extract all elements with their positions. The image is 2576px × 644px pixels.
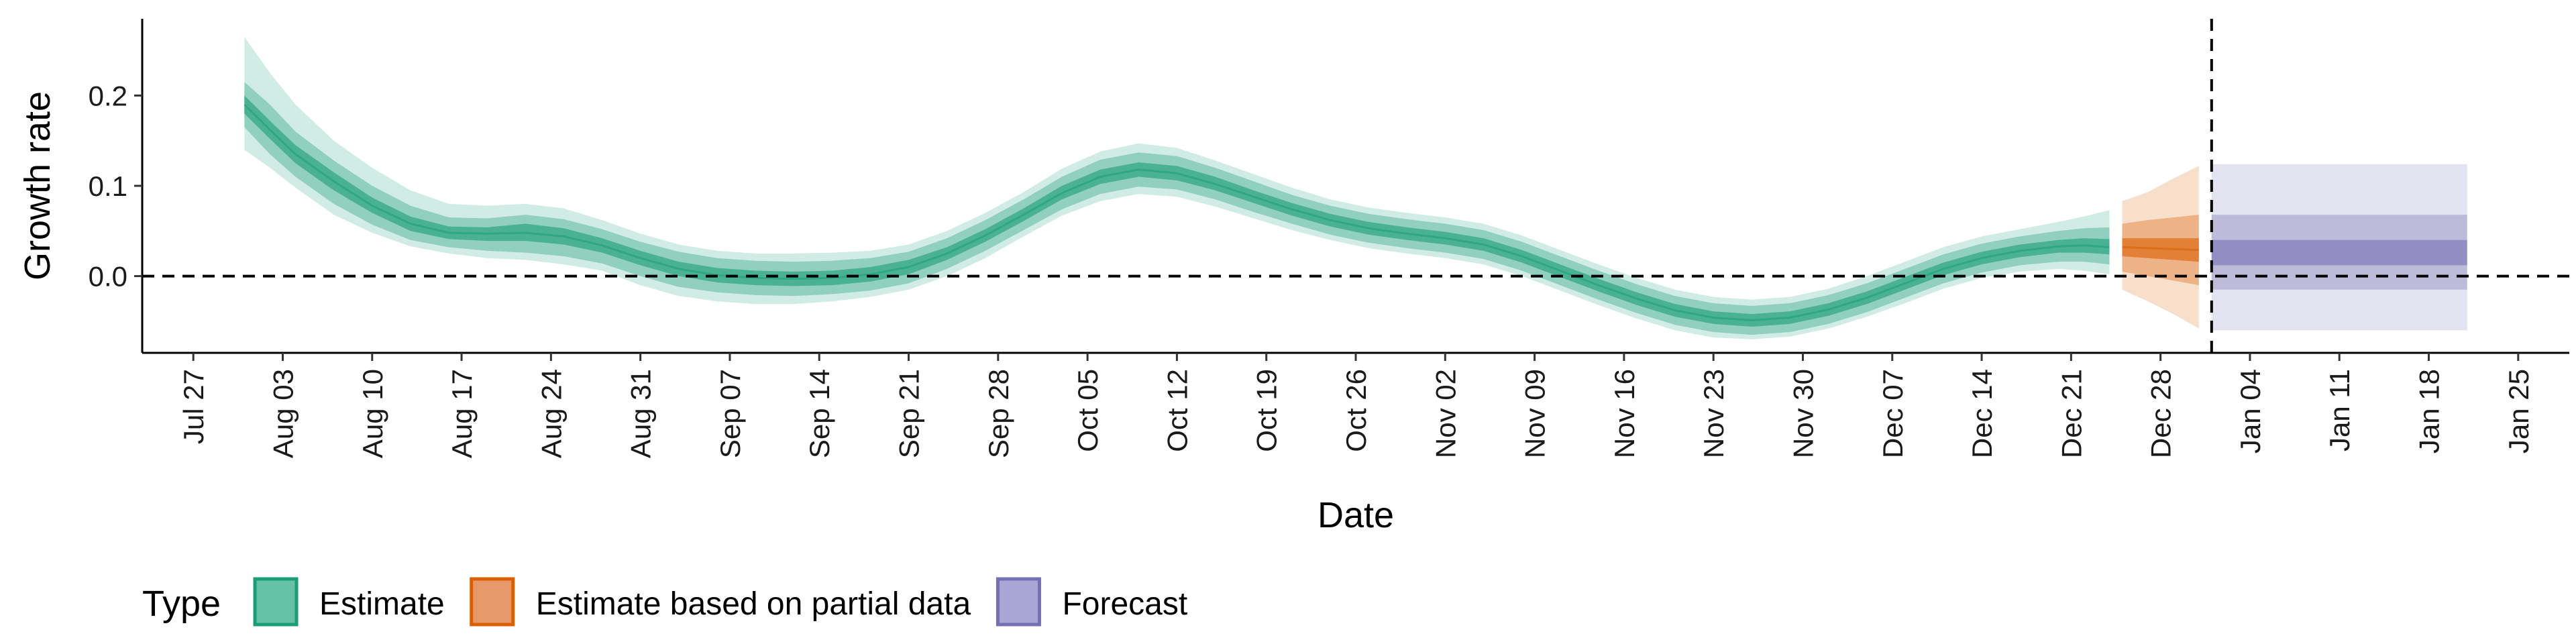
x-axis-ticks: Jul 27 Aug 03 Aug 10 Aug 17 Aug 24 Aug 31 Sep …: [178, 353, 2534, 458]
x-tick-label: Sep 21: [894, 369, 925, 458]
x-tick-label: Oct 05: [1072, 369, 1104, 452]
legend-label-estimate: Estimate: [319, 586, 445, 622]
legend-key-estimate-based-on-partial-data: [470, 577, 515, 627]
x-tick-label: Nov 09: [1519, 369, 1551, 458]
x-tick-label: Oct 19: [1251, 369, 1283, 452]
y-tick-label: 0.0: [89, 261, 127, 292]
x-tick-label: Oct 12: [1161, 369, 1193, 452]
x-tick-label: Nov 23: [1698, 369, 1729, 458]
legend-label-estimate-based-on-partial-data: Estimate based on partial data: [536, 586, 971, 622]
estimate-band-95: [244, 36, 2110, 339]
legend-key-estimate: [253, 577, 299, 627]
estimate-based-on-partial-data-band-50: [2122, 238, 2199, 262]
x-tick-label: Aug 24: [535, 369, 567, 458]
x-tick-label: Aug 17: [446, 369, 478, 458]
x-tick-label: Aug 03: [267, 369, 299, 458]
x-tick-label: Dec 07: [1877, 369, 1909, 458]
x-tick-label: Aug 10: [357, 369, 388, 458]
x-tick-label: Nov 02: [1430, 369, 1461, 458]
x-tick-label: Sep 07: [714, 369, 746, 458]
y-tick-label: 0.1: [89, 170, 127, 202]
legend-items: Estimate Estimate based on partial data Fo…: [253, 577, 1187, 627]
legend-label-forecast: Forecast: [1062, 586, 1187, 622]
x-tick-label: Oct 26: [1340, 369, 1372, 452]
y-tick-label: 0.2: [89, 80, 127, 111]
x-tick-label: Jan 04: [2235, 369, 2266, 453]
estimate-band-50: [244, 95, 2110, 327]
legend: Type Estimate Estimate based on partial d…: [142, 577, 1187, 627]
x-tick-label: Sep 14: [804, 369, 835, 458]
x-tick-label: Sep 28: [983, 369, 1014, 458]
x-tick-label: Aug 31: [625, 369, 657, 458]
y-axis-title: Growth rate: [17, 91, 58, 280]
x-tick-label: Jan 18: [2414, 369, 2445, 453]
uncertainty-bands: [244, 36, 2467, 339]
x-tick-label: Nov 30: [1787, 369, 1819, 458]
x-tick-label: Jul 27: [178, 369, 209, 444]
x-tick-label: Dec 21: [2055, 369, 2087, 458]
legend-title: Type: [142, 584, 221, 624]
x-tick-label: Nov 16: [1609, 369, 1640, 458]
x-tick-label: Jan 11: [2324, 369, 2355, 451]
x-tick-label: Dec 14: [1966, 369, 1998, 458]
y-axis-ticks: 0.0 0.1 0.2: [89, 80, 142, 292]
x-tick-label: Dec 28: [2145, 369, 2177, 458]
median-lines: [244, 103, 2199, 322]
x-tick-label: Jan 25: [2503, 369, 2534, 453]
forecast-band-50: [2211, 239, 2467, 266]
estimate-based-on-partial-data-median-line: [2122, 246, 2199, 252]
estimate-median-line: [244, 103, 2110, 322]
x-axis-title: Date: [1318, 495, 1394, 535]
legend-key-forecast: [996, 577, 1041, 627]
